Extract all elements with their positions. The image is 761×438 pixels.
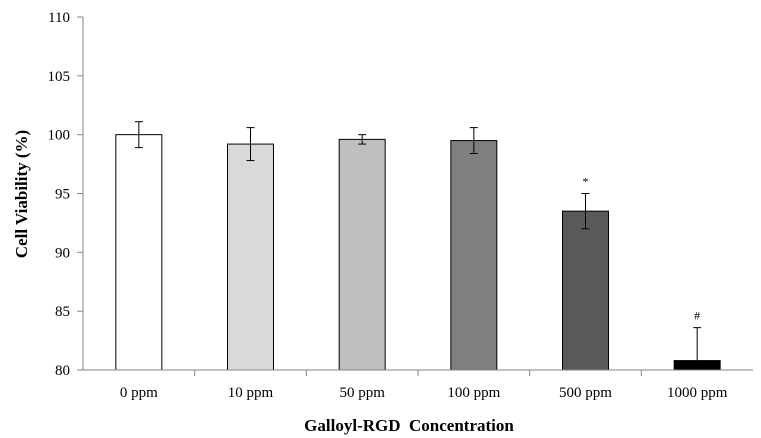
y-tick-label: 110 bbox=[48, 10, 70, 26]
x-axis-title: Galloyl-RGD Concentration bbox=[304, 416, 514, 435]
x-tick-label: 50 ppm bbox=[339, 385, 385, 401]
x-tick-label: 1000 ppm bbox=[667, 385, 728, 401]
y-tick-label: 90 bbox=[55, 245, 70, 261]
y-tick-label: 80 bbox=[55, 363, 70, 379]
bar bbox=[338, 138, 386, 371]
x-tick-label: 100 ppm bbox=[447, 385, 500, 401]
bar bbox=[115, 134, 163, 371]
x-tick-label: 0 ppm bbox=[120, 385, 158, 401]
bar bbox=[450, 140, 498, 371]
significance-marker: * bbox=[583, 175, 589, 189]
x-tick-label: 500 ppm bbox=[559, 385, 612, 401]
y-axis-title: Cell Viability (%) bbox=[12, 130, 31, 258]
y-tick-label: 85 bbox=[55, 304, 70, 320]
x-axis: 0 ppm 10 ppm 50 ppm 100 ppm 500 ppm 1000 ppm bbox=[83, 369, 753, 401]
y-tick-label: 100 bbox=[48, 128, 71, 144]
bar bbox=[562, 210, 609, 371]
x-tick-label: 10 ppm bbox=[228, 385, 274, 401]
y-axis: 80 85 90 95 100 105 110 bbox=[48, 10, 84, 379]
y-tick-label: 105 bbox=[48, 69, 71, 85]
bars: *# bbox=[115, 121, 721, 371]
bar bbox=[227, 143, 274, 371]
y-tick-label: 95 bbox=[55, 187, 70, 203]
significance-marker: # bbox=[694, 309, 700, 323]
bar bbox=[673, 360, 721, 371]
